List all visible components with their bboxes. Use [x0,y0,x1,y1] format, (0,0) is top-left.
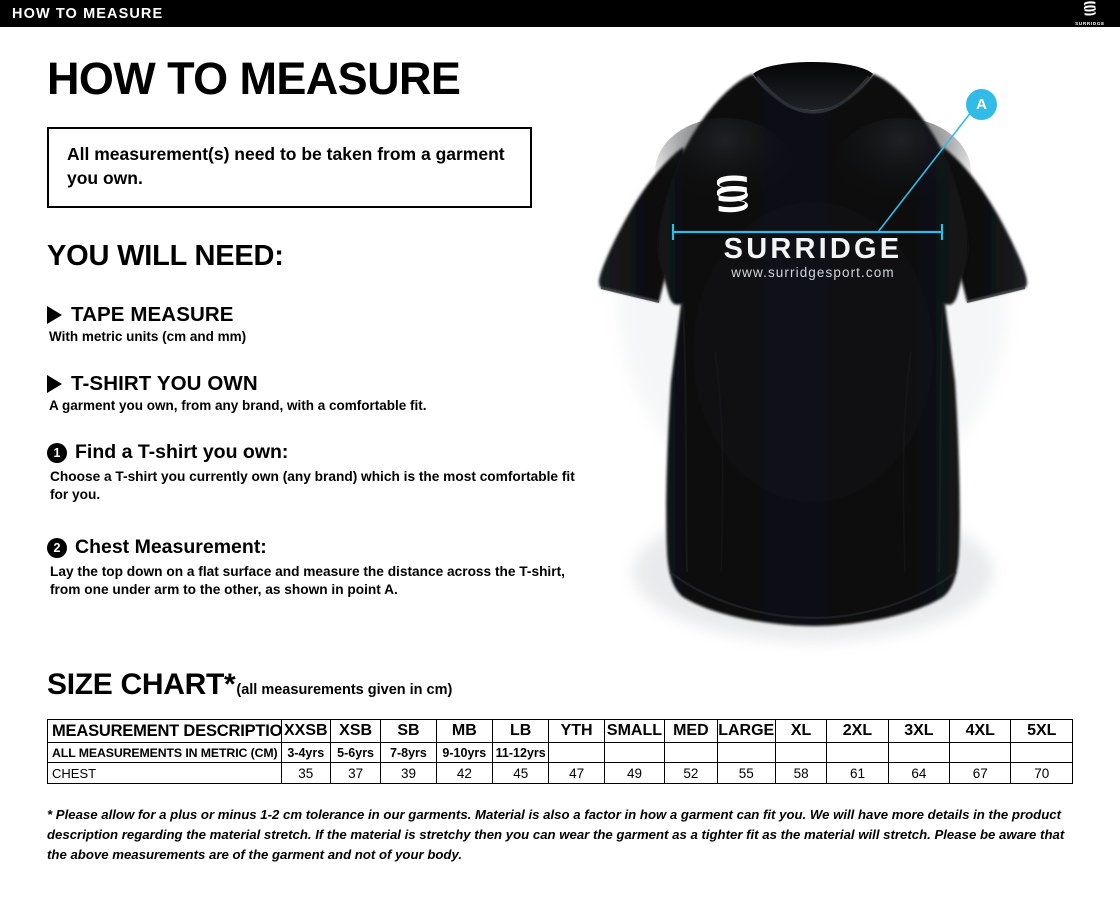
table-header-size: 2XL [826,719,889,743]
table-cell-value [664,742,718,763]
table-cell-value: 47 [548,762,605,784]
size-chart-title: SIZE CHART* [47,668,236,701]
table-header-size: 3XL [887,719,951,743]
callout-leader-line [877,106,976,233]
step-1: 1 Find a T-shirt you own: Choose a T-shi… [47,441,587,504]
svg-text:www.surridgesport.com: www.surridgesport.com [730,265,894,280]
table-header-size: LB [492,719,550,743]
table-header-description: MEASUREMENT DESCRIPTION [47,719,282,743]
table-header-size: XSB [329,719,382,743]
header-title: HOW TO MEASURE [12,5,164,22]
table-cell-value: 52 [664,762,718,784]
page-title: HOW TO MEASURE [47,53,461,104]
callout-marker-a: A [966,89,997,120]
need-item-subtitle: With metric units (cm and mm) [49,329,247,345]
table-cell-value: 42 [435,762,494,784]
table-cell-value: 67 [949,762,1012,784]
svg-text:SURRIDGE: SURRIDGE [724,233,903,265]
need-item-title: TAPE MEASURE [71,303,234,327]
table-header-size: 4XL [949,719,1012,743]
table-cell-value: 64 [887,762,951,784]
notice-text: All measurement(s) need to be taken from… [67,144,505,188]
table-header-size: XL [774,719,828,743]
size-chart-note: (all measurements given in cm) [236,682,453,698]
step-body: Lay the top down on a flat surface and m… [50,564,565,598]
surridge-logo: SURRIDGE [1070,1,1110,27]
table-cell-value: 3-4yrs [280,742,331,763]
table-cell-value: 35 [280,762,331,784]
table-header-size: MED [664,719,718,743]
step-title: Chest Measurement: [75,536,267,559]
need-item-tape-measure: TAPE MEASURE With metric units (cm and m… [47,303,587,344]
shirt-monogram-icon [717,175,748,213]
table-header-size: SB [380,719,437,743]
instructions-column: HOW TO MEASURE All measurement(s) need t… [47,56,587,625]
table-cell-value: 58 [774,762,828,784]
table-cell-value: 37 [329,762,382,784]
triangle-bullet-icon [47,306,62,325]
table-cell-value: 61 [826,762,889,784]
table-row: CHEST 35 37 39 42 45 47 49 52 55 58 61 64 67 70 [47,762,1073,784]
size-chart-heading: SIZE CHART* (all measurements given in c… [47,668,452,702]
table-cell-value: 7-8yrs [380,742,437,763]
step-number-badge: 1 [47,442,67,463]
table-cell-label: ALL MEASUREMENTS IN METRIC (CM) [47,742,282,763]
table-cell-value: 70 [1010,762,1073,784]
table-cell-label: CHEST [47,762,282,784]
page-header-bar: HOW TO MEASURE SURRIDGE [0,0,1120,27]
tshirt-illustration: SURRIDGE www.surridgesport.com [575,52,1045,662]
need-item-tshirt-you-own: T-SHIRT YOU OWN A garment you own, from … [47,372,587,413]
step-title: Find a T-shirt you own: [75,441,289,464]
table-cell-value [949,742,1012,763]
table-header-size: SMALL [603,719,666,743]
table-header-size: MB [435,719,494,743]
step-number-badge: 2 [47,537,67,558]
step-body: Choose a T-shirt you currently own (any … [50,469,575,503]
notice-box: All measurement(s) need to be taken from… [47,127,532,209]
table-cell-value: 49 [603,762,666,784]
you-will-need-heading: YOU WILL NEED: [47,240,284,273]
table-cell-value [887,742,951,763]
table-cell-value [826,742,889,763]
step-2: 2 Chest Measurement: Lay the top down on… [47,536,587,599]
surridge-wordmark: SURRIDGE [1075,21,1105,27]
need-item-subtitle: A garment you own, from any brand, with … [49,398,427,414]
table-header-size: XXSB [280,719,331,743]
table-cell-value: 5-6yrs [329,742,382,763]
table-cell-value: 11-12yrs [492,742,550,763]
table-header-size: YTH [548,719,605,743]
table-cell-value: 9-10yrs [435,742,494,763]
callout-marker-label: A [976,96,987,113]
table-cell-value [716,742,776,763]
triangle-bullet-icon [47,375,62,394]
footnote-text: * Please allow for a plus or minus 1-2 c… [47,807,1065,863]
surridge-monogram-icon [1083,1,1097,21]
chest-measurement-line [671,224,944,240]
table-header-row: MEASUREMENT DESCRIPTION XXSB XSB SB MB LB YTH S… [47,719,1073,743]
table-cell-value [1010,742,1073,763]
table-cell-value: 45 [492,762,550,784]
table-row: ALL MEASUREMENTS IN METRIC (CM) 3-4yrs 5-6… [47,742,1073,763]
table-header-size: LARGE [716,719,776,743]
table-cell-value: 55 [716,762,776,784]
table-cell-value [548,742,605,763]
table-cell-value [774,742,828,763]
size-chart-table: MEASUREMENT DESCRIPTION XXSB XSB SB MB LB YTH S… [47,719,1073,784]
table-header-size: 5XL [1010,719,1073,743]
need-item-title: T-SHIRT YOU OWN [71,372,258,396]
table-cell-value: 39 [380,762,437,784]
table-cell-value [603,742,666,763]
